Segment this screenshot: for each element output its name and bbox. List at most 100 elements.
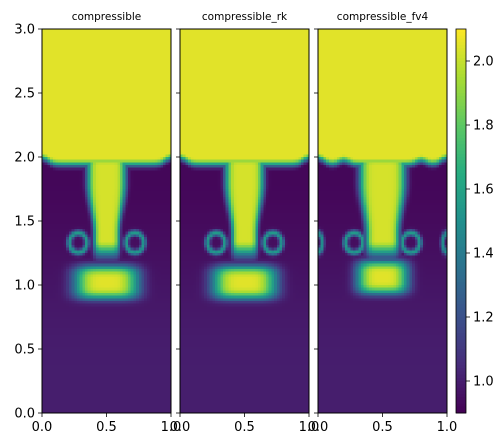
colorbar-cell — [456, 403, 466, 408]
colorbar-cell — [456, 147, 466, 152]
colorbar-cell — [456, 150, 466, 155]
colorbar-cell — [456, 166, 466, 171]
y-tick-label: 2.0 — [14, 151, 35, 166]
colorbar-cell — [456, 45, 466, 49]
colorbar-cell — [456, 153, 466, 158]
colorbar-cell — [456, 272, 466, 276]
colorbar-cell — [456, 182, 466, 187]
colorbar-cell — [456, 368, 466, 372]
colorbar-cell — [456, 301, 466, 305]
colorbar-cell — [456, 377, 466, 382]
colorbar-tick-label: 1.4 — [473, 247, 494, 262]
heatmap-image — [42, 29, 172, 414]
panel-3: compressible_fv4 0.0 0.5 1.0 — [308, 11, 458, 435]
colorbar-cell — [456, 224, 466, 228]
colorbar-cell — [456, 342, 466, 347]
y-tick-label: 0.5 — [14, 343, 35, 358]
colorbar-cell — [456, 278, 466, 283]
colorbar-cell — [456, 169, 466, 174]
colorbar-cell — [456, 41, 466, 46]
colorbar-cell — [456, 83, 466, 88]
panel-2: compressible_rk 0.0 0.5 1.0 — [170, 11, 320, 435]
colorbar-cell — [456, 345, 466, 350]
colorbar-cell — [456, 105, 466, 110]
colorbar-cell — [456, 320, 466, 324]
colorbar-cell — [456, 211, 466, 216]
colorbar-cell — [456, 141, 466, 145]
colorbar-cell — [456, 179, 466, 184]
x-tick-label: 1.0 — [437, 420, 458, 435]
colorbar-cell — [456, 329, 466, 334]
colorbar-cell — [456, 144, 466, 148]
colorbar-cell — [456, 352, 466, 356]
colorbar-cell — [456, 195, 466, 200]
colorbar-cell — [456, 265, 466, 270]
x-tick-label: 0.5 — [96, 420, 117, 435]
colorbar-cell — [456, 384, 466, 388]
colorbar-cell — [456, 70, 466, 75]
colorbar-cell — [456, 176, 466, 180]
colorbar-cell — [456, 80, 466, 84]
x-tick-label: 0.0 — [32, 420, 53, 435]
colorbar-cell — [456, 310, 466, 315]
colorbar-cell — [456, 102, 466, 107]
colorbar-cell — [456, 221, 466, 225]
colorbar-cell — [456, 240, 466, 244]
colorbar-cell — [456, 317, 466, 321]
colorbar-cell — [456, 349, 466, 353]
colorbar-tick-label: 2.0 — [473, 55, 494, 70]
colorbar-cell — [456, 253, 466, 257]
colorbar-cell — [456, 214, 466, 219]
heatmap-image — [318, 29, 448, 414]
colorbar-cell — [456, 86, 466, 91]
y-tick-label: 3.0 — [14, 23, 35, 38]
x-tick-label: 0.0 — [170, 420, 191, 435]
x-tick-label: 1.0 — [299, 420, 320, 435]
x-tick-label: 0.5 — [372, 420, 393, 435]
colorbar-cell — [456, 285, 466, 289]
colorbar-cell — [456, 125, 466, 129]
colorbar-cell — [456, 198, 466, 203]
colorbar-cell — [456, 89, 466, 94]
colorbar-cell — [456, 115, 466, 120]
colorbar-cell — [456, 96, 466, 100]
colorbar-cell — [456, 406, 466, 411]
colorbar-cell — [456, 307, 466, 312]
colorbar: 1.0 1.2 1.4 1.6 1.8 2.0 — [455, 28, 494, 414]
colorbar-cell — [456, 185, 466, 190]
colorbar-cell — [456, 374, 466, 379]
colorbar-cell — [456, 112, 466, 116]
colorbar-tick-label: 1.0 — [473, 375, 494, 390]
colorbar-tick-label: 1.6 — [473, 183, 494, 198]
colorbar-cell — [456, 275, 466, 280]
colorbar-cell — [456, 208, 466, 212]
colorbar-cell — [456, 409, 466, 414]
colorbar-cell — [456, 339, 466, 344]
colorbar-cell — [456, 381, 466, 385]
colorbar-cell — [456, 61, 466, 65]
y-tick-label: 2.5 — [14, 87, 35, 102]
colorbar-cell — [456, 326, 466, 331]
colorbar-cell — [456, 227, 466, 232]
panel-1: compressible 0.0 0.5 1.0 0.0 0.5 1.0 1.5 2.0 2.5 3… — [14, 11, 181, 435]
colorbar-cell — [456, 48, 466, 52]
colorbar-cell — [456, 163, 466, 168]
y-tick-label: 1.0 — [14, 279, 35, 294]
y-tick-label: 0.0 — [14, 407, 35, 422]
colorbar-cell — [456, 288, 466, 292]
colorbar-cell — [456, 387, 466, 392]
colorbar-cell — [456, 294, 466, 299]
colorbar-cell — [456, 121, 466, 126]
colorbar-cell — [456, 243, 466, 248]
colorbar-cell — [456, 313, 466, 318]
colorbar-cell — [456, 73, 466, 78]
colorbar-cell — [456, 128, 466, 132]
colorbar-cell — [456, 29, 466, 33]
colorbar-cell — [456, 134, 466, 139]
colorbar-cell — [456, 291, 466, 296]
colorbar-cell — [456, 57, 466, 62]
colorbar-cell — [456, 173, 466, 177]
colorbar-cell — [456, 297, 466, 302]
colorbar-cell — [456, 157, 466, 161]
